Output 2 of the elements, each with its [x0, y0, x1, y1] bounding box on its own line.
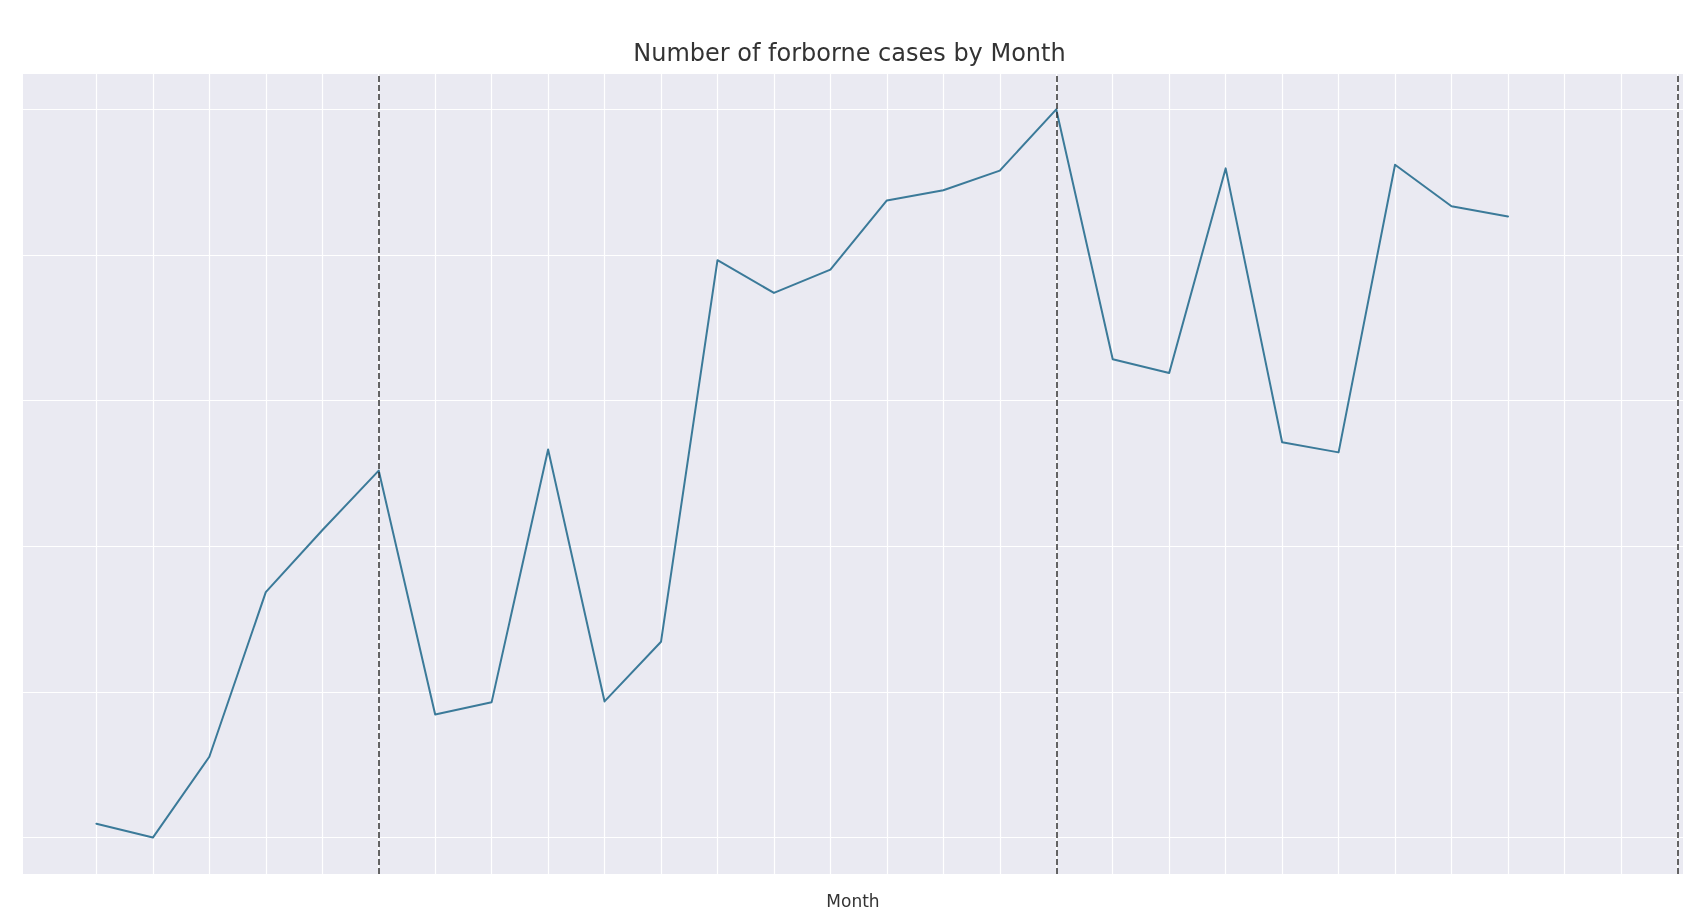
chart-title: Number of forborne cases by Month [633, 39, 1066, 67]
x-axis-title: Month [826, 890, 880, 911]
